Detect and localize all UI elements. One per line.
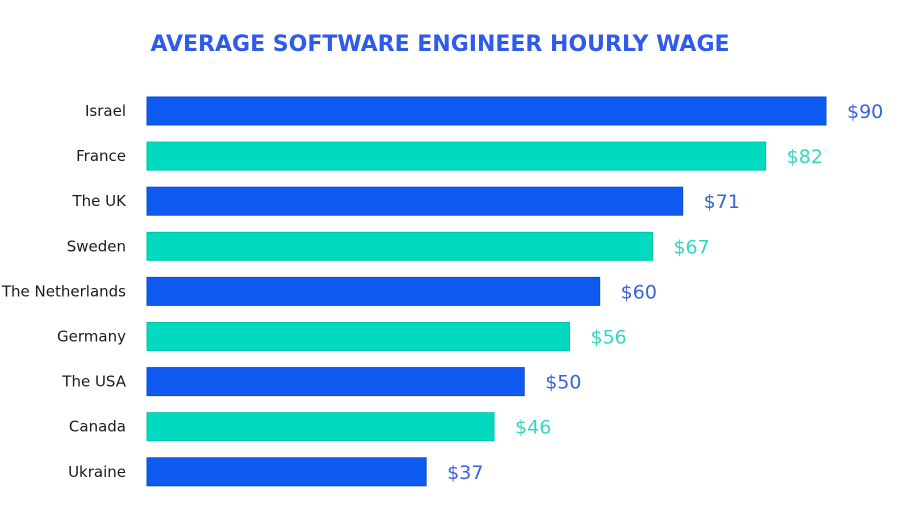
bar [146, 457, 427, 487]
category-label: The Netherlands [1, 282, 126, 300]
value-label: $71 [704, 191, 740, 213]
value-label: $90 [847, 101, 883, 123]
bar [146, 276, 601, 306]
value-label: $37 [447, 462, 483, 484]
category-label: Canada [69, 418, 126, 436]
bar [146, 412, 495, 442]
chart-title: AVERAGE SOFTWARE ENGINEER HOURLY WAGE [150, 32, 729, 57]
category-label: The USA [61, 373, 126, 391]
value-label: $82 [787, 146, 823, 168]
bar [146, 96, 827, 126]
category-label: The UK [72, 192, 128, 210]
bar [146, 186, 684, 216]
category-label: Sweden [67, 237, 126, 255]
bar [146, 231, 653, 261]
bar [146, 367, 525, 397]
value-label: $56 [590, 327, 626, 349]
category-label: Ukraine [68, 463, 126, 481]
value-label: $46 [515, 417, 551, 439]
category-label: Germany [57, 328, 126, 346]
category-label: France [76, 147, 126, 165]
value-label: $50 [545, 372, 581, 394]
value-label: $67 [673, 236, 709, 258]
bar [146, 141, 767, 171]
bar [146, 322, 570, 351]
category-label: Israel [85, 102, 126, 120]
value-label: $60 [621, 281, 657, 303]
bars-group: Israel $90 France $82 The UK $71 Sweden $67 The … [1, 96, 883, 487]
